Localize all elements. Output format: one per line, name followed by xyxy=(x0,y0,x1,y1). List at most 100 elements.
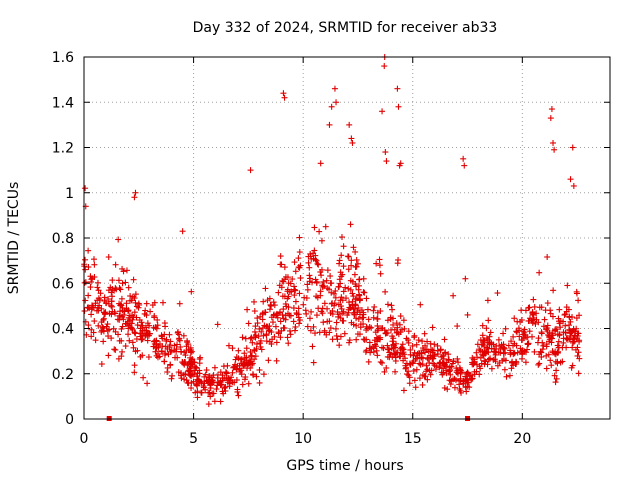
data-point xyxy=(92,337,99,344)
data-point xyxy=(285,304,292,311)
data-point xyxy=(351,271,358,278)
data-point xyxy=(576,312,583,319)
data-point xyxy=(565,306,572,313)
data-point xyxy=(275,330,282,337)
data-point xyxy=(567,176,574,183)
data-point xyxy=(487,329,494,336)
data-point xyxy=(547,357,554,364)
data-point xyxy=(327,325,334,332)
data-point xyxy=(412,384,419,391)
data-point xyxy=(288,288,295,295)
data-point xyxy=(106,326,113,333)
data-point xyxy=(175,328,182,335)
data-point xyxy=(82,256,89,263)
data-point xyxy=(522,359,529,366)
data-point xyxy=(194,388,201,395)
data-point xyxy=(536,269,543,276)
data-point xyxy=(336,257,343,264)
data-point xyxy=(282,300,289,307)
data-point xyxy=(394,260,401,267)
data-point xyxy=(360,275,367,282)
data-point xyxy=(217,398,224,405)
data-point xyxy=(353,336,360,343)
data-point xyxy=(323,277,330,284)
data-point xyxy=(123,300,130,307)
data-point xyxy=(377,270,384,277)
data-point xyxy=(109,285,116,292)
data-point xyxy=(473,349,480,356)
data-point xyxy=(416,350,423,357)
data-point xyxy=(260,371,267,378)
data-point xyxy=(182,352,189,359)
data-point xyxy=(85,304,92,311)
data-point xyxy=(364,306,371,313)
data-point xyxy=(195,377,202,384)
data-point xyxy=(295,255,302,262)
data-point xyxy=(534,339,541,346)
data-point xyxy=(324,305,331,312)
data-point xyxy=(423,362,430,369)
data-point xyxy=(310,359,317,366)
data-point xyxy=(426,359,433,366)
data-point xyxy=(479,332,486,339)
data-point xyxy=(333,332,340,339)
data-point xyxy=(269,319,276,326)
data-point xyxy=(535,361,542,368)
data-point xyxy=(569,144,576,151)
data-point xyxy=(143,327,150,334)
data-point xyxy=(81,308,88,315)
data-point xyxy=(340,243,347,250)
data-point xyxy=(345,306,352,313)
data-point xyxy=(139,322,146,329)
data-point xyxy=(457,377,464,384)
data-point xyxy=(279,277,286,284)
data-point xyxy=(354,307,361,314)
data-point xyxy=(331,300,338,307)
data-point xyxy=(440,355,447,362)
y-tick-label: 1.4 xyxy=(52,95,74,111)
data-point xyxy=(437,346,444,353)
data-point xyxy=(388,326,395,333)
data-point xyxy=(252,353,259,360)
data-point xyxy=(573,335,580,342)
data-point xyxy=(333,319,340,326)
data-point xyxy=(280,278,287,285)
data-point xyxy=(336,260,343,267)
data-point xyxy=(112,285,119,292)
x-tick-labels: 0 5 10 15 20 xyxy=(80,431,532,447)
data-point xyxy=(100,315,107,322)
data-point xyxy=(389,306,396,313)
data-point xyxy=(149,302,156,309)
data-point xyxy=(201,373,208,380)
data-point xyxy=(203,367,210,374)
data-point xyxy=(497,349,504,356)
data-point xyxy=(100,338,107,345)
data-point xyxy=(223,374,230,381)
data-point xyxy=(285,280,292,287)
data-point xyxy=(372,329,379,336)
data-point xyxy=(296,264,303,271)
data-point xyxy=(262,309,269,316)
data-point xyxy=(132,291,139,298)
data-point xyxy=(518,348,525,355)
data-point xyxy=(327,280,334,287)
data-point xyxy=(251,346,258,353)
data-point xyxy=(112,328,119,335)
plot-frame xyxy=(83,56,611,420)
data-point xyxy=(153,337,160,344)
data-point xyxy=(400,387,407,394)
data-point xyxy=(536,304,543,311)
data-point xyxy=(354,331,361,338)
data-point xyxy=(437,359,444,366)
data-point xyxy=(411,334,418,341)
data-point xyxy=(105,352,112,359)
data-point xyxy=(320,319,327,326)
data-point xyxy=(243,357,250,364)
data-point xyxy=(413,366,420,373)
data-point xyxy=(551,146,558,153)
x-tick-label: 0 xyxy=(80,431,89,447)
data-point xyxy=(306,315,313,322)
data-point xyxy=(351,305,358,312)
y-tick-label: 0.6 xyxy=(52,276,74,292)
data-point xyxy=(266,295,273,302)
